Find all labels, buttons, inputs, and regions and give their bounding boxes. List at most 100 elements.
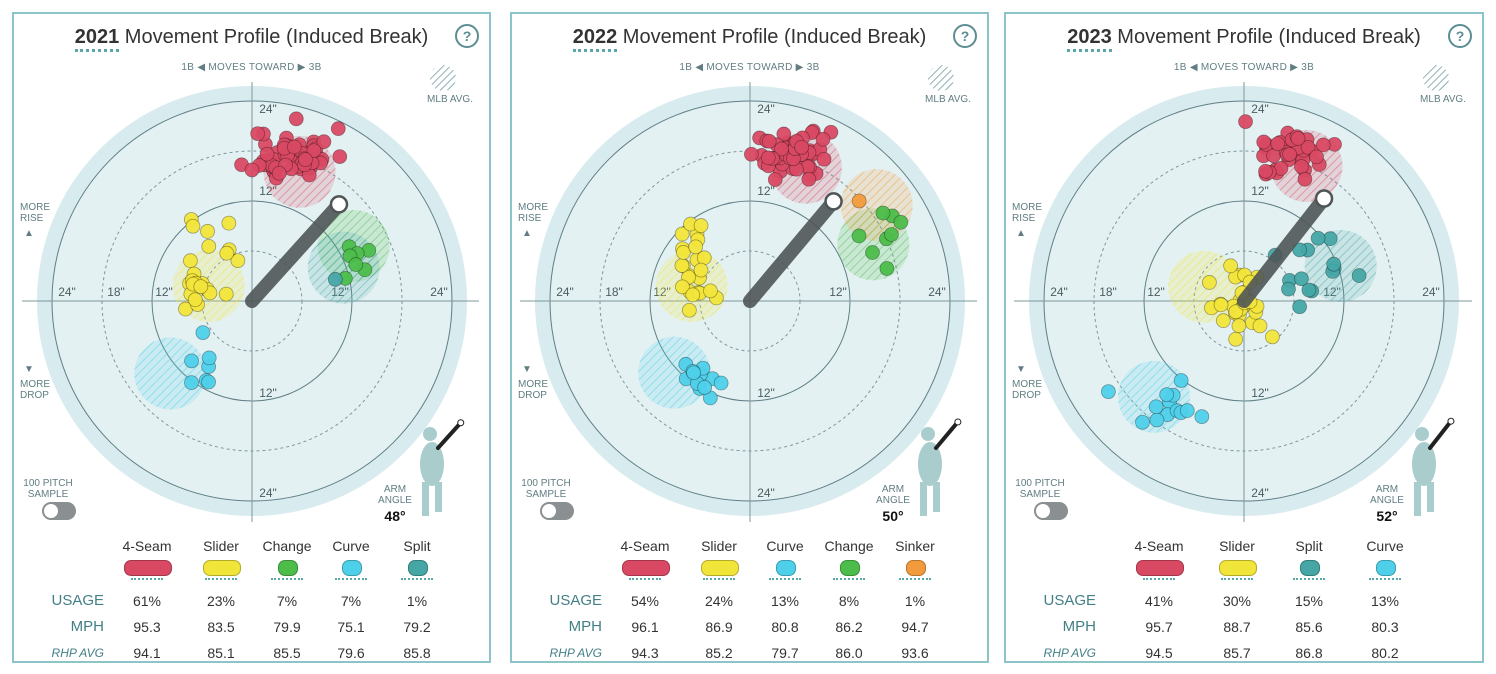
pitch-name: 4-Seam <box>620 538 670 554</box>
cell-usage: 24% <box>704 593 734 609</box>
pitch-swatch-split[interactable] <box>408 560 428 576</box>
pitch-point <box>201 350 217 366</box>
pitch-point <box>250 126 266 142</box>
pitch-point <box>767 172 783 187</box>
cell-mph: 86.9 <box>705 619 733 635</box>
pitch-point <box>1215 313 1231 329</box>
pitch-point <box>185 218 201 234</box>
sample-toggle[interactable] <box>1034 502 1068 520</box>
pitch-swatch-slider[interactable] <box>1219 560 1257 576</box>
row-label-mph: MPH <box>1062 618 1096 635</box>
series-curve <box>1100 373 1210 430</box>
pitch-point <box>244 162 260 178</box>
arm-angle-value: 50° <box>882 508 904 524</box>
pitch-point <box>1213 297 1229 313</box>
pitch-swatch-change[interactable] <box>840 560 860 576</box>
pitch-point <box>697 379 713 395</box>
cell-usage: 1% <box>904 593 926 609</box>
pitch-point <box>201 374 216 390</box>
pitch-point <box>893 214 909 230</box>
more-rise-text: MORE RISE <box>1012 202 1042 224</box>
down-arrow-icon: ▼ <box>1016 364 1026 375</box>
help-icon[interactable]: ? <box>455 24 479 48</box>
chart-title: 2021 Movement Profile (Induced Break) <box>14 26 489 52</box>
cell-usage: 54% <box>630 593 660 609</box>
pitch-point <box>1228 304 1244 320</box>
pitch-swatch-4-seam[interactable] <box>622 560 670 576</box>
ring-label: 24" <box>1251 102 1269 116</box>
pitch-swatch-slider[interactable] <box>203 560 241 576</box>
pitch-point <box>218 286 234 302</box>
cell-usage: 15% <box>1294 593 1324 609</box>
ring-label: 24" <box>1251 486 1269 500</box>
usage-underline <box>1221 578 1253 580</box>
pitch-point <box>201 238 217 254</box>
pitch-swatch-curve[interactable] <box>776 560 796 576</box>
pitch-point <box>1301 282 1317 298</box>
pitch-point <box>187 292 203 308</box>
ring-label: 24" <box>1050 285 1068 299</box>
down-arrow-icon: ▼ <box>522 364 532 375</box>
pitch-point <box>298 152 313 167</box>
row-label-mph: MPH <box>70 618 104 635</box>
series-curve <box>678 356 729 406</box>
usage-underline <box>271 578 303 580</box>
arm-angle-value: 52° <box>1376 508 1398 524</box>
pitch-swatch-curve[interactable] <box>1376 560 1396 576</box>
more-rise-label: MORE RISE ▲ <box>518 202 558 239</box>
pitch-point <box>1100 384 1116 400</box>
more-drop-label: ▼ MORE DROP <box>20 364 60 401</box>
ring-label: 24" <box>928 285 946 299</box>
pitch-point <box>674 258 690 273</box>
pitch-point <box>816 151 832 167</box>
pitch-point <box>693 218 709 233</box>
pitch-swatch-split[interactable] <box>1300 560 1320 576</box>
sample-toggle[interactable] <box>540 502 574 520</box>
row-label-rhp: RHP AVG <box>51 646 104 660</box>
pitch-point <box>743 146 759 162</box>
pitch-point <box>195 325 211 341</box>
pitch-point <box>288 111 304 127</box>
help-icon[interactable]: ? <box>1448 24 1472 48</box>
sample-toggle[interactable] <box>42 502 76 520</box>
series-curve <box>184 325 217 390</box>
pitch-point <box>1294 271 1309 287</box>
pitch-swatch-4-seam[interactable] <box>124 560 172 576</box>
pitch-swatch-slider[interactable] <box>701 560 739 576</box>
row-label-usage: USAGE <box>1043 592 1096 609</box>
pitch-name: 4-Seam <box>1134 538 1184 554</box>
pitch-point <box>1159 387 1175 403</box>
series-change <box>337 239 377 286</box>
pitch-swatch-4-seam[interactable] <box>1136 560 1184 576</box>
help-icon[interactable]: ? <box>953 24 977 48</box>
arm-angle-value: 48° <box>384 508 406 524</box>
series-4-seam <box>743 123 839 187</box>
pitch-point <box>1223 258 1239 274</box>
pitch-name: Change <box>824 538 874 554</box>
more-drop-text: MORE DROP <box>1012 379 1042 401</box>
pitch-swatch-sinker[interactable] <box>906 560 926 576</box>
title-suffix: Movement Profile (Induced Break) <box>124 26 429 48</box>
pitch-point <box>1228 331 1244 347</box>
pitch-point <box>327 271 343 287</box>
more-drop-text: MORE DROP <box>518 379 548 401</box>
usage-underline <box>629 578 661 580</box>
cell-mph: 95.7 <box>1145 619 1173 635</box>
pitcher-figure-icon <box>918 418 962 516</box>
cell-mph: 88.7 <box>1223 619 1251 635</box>
pitch-point <box>794 139 810 155</box>
arm-angle-label: ARM ANGLE <box>1370 484 1404 506</box>
pitch-point <box>1290 131 1306 146</box>
pitch-point <box>330 121 346 137</box>
mlb-avg-zone-curve <box>638 336 711 409</box>
pitch-swatch-change[interactable] <box>278 560 298 576</box>
panel-2022: 2022 Movement Profile (Induced Break)? 1B… <box>510 12 989 663</box>
cell-rhp: 93.6 <box>901 645 929 661</box>
series-sinker <box>851 193 867 209</box>
ring-label: 12" <box>155 285 173 299</box>
cell-rhp: 85.5 <box>273 645 301 661</box>
usage-underline <box>1293 578 1325 580</box>
more-rise-text: MORE RISE <box>518 202 548 224</box>
pitch-swatch-curve[interactable] <box>342 560 362 576</box>
pitch-point <box>183 253 198 269</box>
